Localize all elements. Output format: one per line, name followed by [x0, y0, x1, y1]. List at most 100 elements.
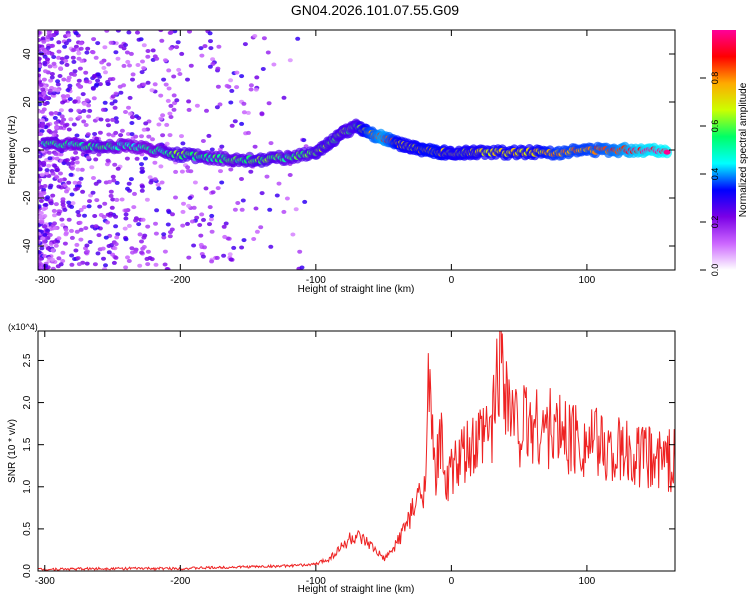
heatmap-noise-cell — [124, 156, 130, 161]
heatmap-noise-cell — [254, 229, 260, 234]
heatmap-noise-cell — [70, 55, 76, 60]
heatmap-noise-cell — [125, 59, 131, 64]
heatmap-noise-cell — [90, 50, 96, 55]
heatmap-noise-cell — [197, 223, 203, 227]
heatmap-noise-cell — [79, 58, 85, 63]
heatmap-noise-cell — [177, 72, 183, 76]
heatmap-noise-cell — [271, 62, 277, 67]
heatmap-noise-cell — [228, 257, 234, 262]
colorbar-tick-label: 0.2 — [710, 216, 720, 229]
heatmap-noise-cell — [210, 57, 216, 62]
heatmap-noise-cell — [123, 216, 129, 221]
spectrogram-x-tick-label: -100 — [306, 275, 326, 286]
heatmap-noise-cell — [221, 224, 227, 229]
heatmap-noise-cell — [287, 173, 293, 177]
heatmap-noise-cell — [38, 182, 41, 187]
heatmap-noise-cell — [139, 70, 145, 75]
heatmap-noise-cell — [153, 221, 158, 226]
heatmap-noise-cell — [96, 233, 102, 238]
heatmap-noise-cell — [100, 107, 106, 112]
heatmap-noise-cell — [232, 119, 238, 124]
colorbar-gradient — [712, 30, 736, 270]
heatmap-noise-cell — [207, 31, 213, 36]
heatmap-noise-cell — [234, 70, 240, 75]
heatmap-noise-cell — [51, 208, 57, 213]
heatmap-noise-cell — [114, 119, 120, 124]
heatmap-noise-cell — [39, 129, 45, 134]
heatmap-noise-cell — [228, 78, 234, 83]
heatmap-noise-cell — [154, 56, 160, 61]
heatmap-noise-cell — [139, 166, 145, 171]
heatmap-noise-cell — [130, 72, 136, 77]
heatmap-noise-cell — [135, 30, 140, 35]
heatmap-noise-cell — [143, 156, 148, 161]
heatmap-noise-cell — [40, 36, 46, 41]
heatmap-noise-cell — [180, 223, 186, 228]
heatmap-noise-cell — [113, 130, 119, 135]
heatmap-noise-cell — [159, 180, 165, 185]
heatmap-noise-cell — [252, 144, 258, 149]
heatmap-noise-cell — [47, 156, 53, 161]
heatmap-noise-cell — [51, 132, 57, 137]
heatmap-noise-cell — [113, 91, 119, 96]
heatmap-noise-cell — [83, 226, 89, 231]
heatmap-noise-cell — [56, 49, 62, 54]
colorbar-ticks: 0.0 0.2 0.4 0.6 0.8 — [700, 72, 720, 276]
heatmap-noise-cell — [148, 180, 154, 185]
heatmap-noise-cell — [266, 101, 272, 106]
heatmap-noise-cell — [72, 99, 78, 104]
heatmap-noise-cell — [235, 201, 241, 205]
heatmap-noise-cell — [91, 176, 96, 180]
heatmap-noise-cell — [38, 63, 43, 68]
heatmap-noise-cell — [200, 139, 206, 143]
heatmap-noise-cell — [174, 45, 180, 50]
heatmap-noise-cell — [167, 111, 173, 116]
heatmap-noise-cell — [99, 60, 105, 65]
heatmap-noise-cell — [82, 101, 88, 106]
heatmap-noise-cell — [54, 156, 60, 161]
heatmap-noise-cell — [43, 263, 48, 268]
heatmap-noise-cell — [73, 248, 79, 253]
spectrogram-x-tick-label: -200 — [170, 275, 190, 286]
heatmap-noise-cell — [73, 44, 79, 49]
spectrogram-y-tick-label: -20 — [22, 190, 33, 205]
heatmap-noise-cell — [163, 82, 169, 87]
heatmap-noise-cell — [301, 138, 307, 143]
heatmap-noise-cell — [59, 114, 65, 119]
heatmap-noise-cell — [38, 239, 41, 244]
heatmap-noise-cell — [94, 82, 100, 87]
heatmap-noise-cell — [160, 113, 166, 118]
heatmap-noise-cell — [164, 141, 170, 146]
heatmap-noise-cell — [108, 211, 114, 216]
heatmap-noise-cell — [175, 40, 181, 45]
heatmap-noise-cell — [144, 197, 150, 202]
heatmap-noise-cell — [63, 58, 69, 63]
heatmap-noise-cell — [185, 77, 190, 82]
heatmap-noise-cell — [265, 50, 271, 55]
heatmap-noise-cell — [145, 49, 151, 53]
heatmap-noise-cell — [85, 46, 91, 51]
heatmap-noise-cell — [126, 259, 132, 263]
heatmap-noise-cell — [164, 267, 170, 270]
heatmap-noise-cell — [246, 130, 251, 135]
heatmap-noise-cell — [106, 132, 112, 137]
heatmap-noise-cell — [129, 246, 135, 251]
heatmap-noise-cell — [72, 72, 77, 77]
heatmap-noise-cell — [44, 171, 50, 176]
heatmap-noise-cell — [41, 239, 47, 244]
heatmap-noise-cell — [39, 172, 45, 177]
heatmap-noise-cell — [187, 30, 192, 34]
snr-panel: -300 -200 -100 0 100 0.0 0.5 1.0 1.5 2.0 2.5 Heig… — [7, 322, 676, 595]
heatmap-noise-cell — [56, 211, 62, 216]
heatmap-noise-cell — [46, 128, 52, 133]
heatmap-noise-cell — [38, 132, 44, 137]
snr-y-multiplier: (x10^4) — [8, 322, 38, 332]
heatmap-noise-cell — [69, 204, 75, 209]
heatmap-noise-cell — [299, 265, 305, 270]
heatmap-noise-cell — [174, 98, 180, 103]
heatmap-noise-cell — [194, 215, 200, 220]
heatmap-noise-cell — [73, 150, 79, 155]
heatmap-noise-cell — [145, 262, 151, 267]
heatmap-noise-cell — [133, 134, 139, 139]
heatmap-noise-cell — [74, 229, 80, 234]
